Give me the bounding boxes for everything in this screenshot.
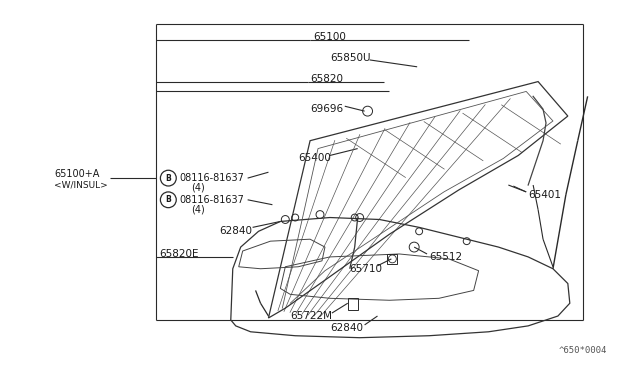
Text: 65820E: 65820E [159,249,199,259]
Text: <W/INSUL>: <W/INSUL> [54,180,108,189]
Text: 65722M: 65722M [291,311,332,321]
Text: 65100+A: 65100+A [54,169,100,179]
Text: 65400: 65400 [298,153,331,163]
Text: 65820: 65820 [310,74,343,84]
Text: 08116-81637: 08116-81637 [179,173,244,183]
Text: (4): (4) [191,205,205,215]
Text: 65710: 65710 [349,264,383,274]
Text: 65401: 65401 [528,190,561,200]
Text: 62840: 62840 [219,226,252,236]
Text: B: B [166,195,172,204]
Text: 69696: 69696 [310,104,343,114]
Text: 65512: 65512 [429,252,462,262]
Text: (4): (4) [191,183,205,193]
Text: ^650*0004: ^650*0004 [559,346,607,355]
Text: 08116-81637: 08116-81637 [179,195,244,205]
Text: 65850U: 65850U [330,53,371,63]
Bar [348,298,358,310]
Text: 65100: 65100 [313,32,346,42]
Text: B: B [166,174,172,183]
Bar [387,254,397,264]
Text: 62840: 62840 [330,323,363,333]
